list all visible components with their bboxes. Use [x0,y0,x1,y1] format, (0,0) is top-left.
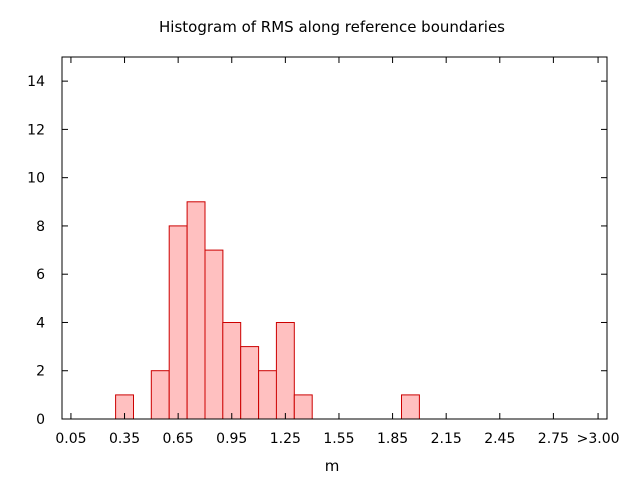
y-tick-label: 0 [36,412,45,428]
histogram-bar [258,370,278,420]
bars-layer [115,201,420,420]
x-tick-label: >3.00 [577,431,620,447]
x-tick-label: 1.85 [377,431,408,447]
histogram-bar [222,322,242,420]
ticks-layer: 0 2 4 6 8 10 12 14 0.05 0.35 0.65 0.95 1.25 1.55 1.85 2… [27,57,620,447]
histogram-bar [275,322,295,420]
x-tick-label: 0.05 [55,431,86,447]
y-tick-label: 2 [36,364,45,380]
x-tick-label: 1.25 [270,431,301,447]
x-tick-label: 2.45 [484,431,515,447]
x-tick-label: 0.95 [216,431,247,447]
histogram-bar [293,394,313,420]
plot-frame [61,56,608,420]
y-tick-label: 4 [36,315,45,331]
y-tick-label: 6 [36,267,45,283]
x-axis-label: m [325,457,340,475]
x-tick-label: 0.65 [163,431,194,447]
y-tick-label: 8 [36,219,45,235]
x-tick-label: 2.15 [431,431,462,447]
x-tick-label: 1.55 [323,431,354,447]
x-tick-label: 0.35 [109,431,140,447]
histogram-bar [186,201,206,420]
x-tick-label: 2.75 [538,431,569,447]
histogram-bar [168,225,188,420]
histogram-bar [204,249,224,420]
histogram-bar [401,394,420,420]
chart-title: Histogram of RMS along reference boundar… [159,18,505,36]
y-tick-label: 12 [27,122,45,138]
histogram-bar [150,370,170,420]
y-tick-label: 10 [27,171,45,187]
histogram-bar [240,346,260,420]
y-tick-label: 14 [27,74,45,90]
